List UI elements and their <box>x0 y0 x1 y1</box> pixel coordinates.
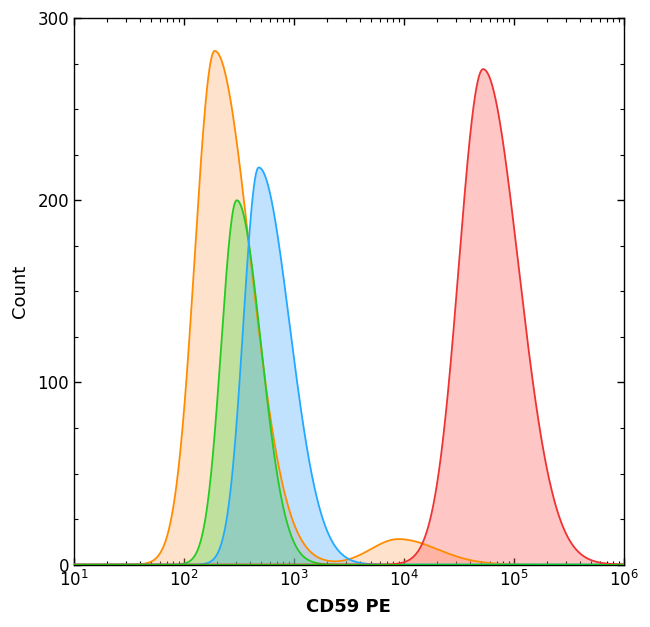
Y-axis label: Count: Count <box>11 265 29 318</box>
X-axis label: CD59 PE: CD59 PE <box>307 598 391 616</box>
